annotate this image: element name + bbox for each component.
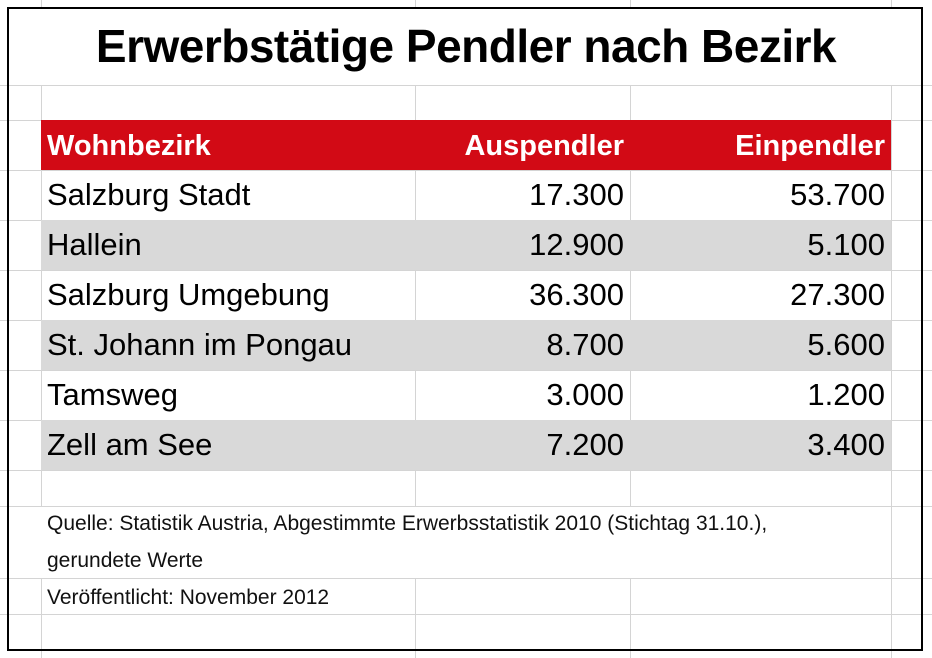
gridline-col [891,0,892,658]
auspendler-cell: 8.700 [546,327,624,362]
gridline-row [0,170,932,171]
source-note: Quelle: Statistik Austria, Abgestimmte E… [47,512,768,535]
table-header: Wohnbezirk Auspendler Einpendler [41,120,891,170]
table-row: Hallein 12.900 5.100 [41,220,891,270]
auspendler-cell: 7.200 [546,427,624,462]
table-row: Salzburg Stadt 17.300 53.700 [41,170,891,220]
gridline-row [0,578,932,579]
einpendler-cell: 5.600 [807,327,885,362]
table-row: Salzburg Umgebung 36.300 27.300 [41,270,891,320]
header-einpendler: Einpendler [735,129,885,162]
einpendler-cell: 27.300 [790,277,885,312]
district-cell: Zell am See [47,427,213,462]
header-auspendler: Auspendler [464,129,624,162]
gridline-row [0,506,932,507]
einpendler-cell: 53.700 [790,177,885,212]
table-row: Tamsweg 3.000 1.200 [41,370,891,420]
district-cell: Salzburg Stadt [47,177,251,212]
district-cell: Hallein [47,227,142,262]
einpendler-cell: 1.200 [807,377,885,412]
gridline-row [0,85,932,86]
gridline-row [0,270,932,271]
gridline-row [0,614,932,615]
source-note-continued: gerundete Werte [47,549,204,572]
auspendler-cell: 36.300 [529,277,624,312]
table-row: Zell am See 7.200 3.400 [41,420,891,470]
district-cell: St. Johann im Pongau [47,327,353,362]
district-cell: Tamsweg [47,377,178,412]
published-note: Veröffentlicht: November 2012 [47,586,330,609]
auspendler-cell: 12.900 [529,227,624,262]
table-row: St. Johann im Pongau 8.700 5.600 [41,320,891,370]
auspendler-cell: 17.300 [529,177,624,212]
outer-border [7,7,923,651]
gridline-row [0,370,932,371]
source-cell-background [41,507,891,578]
einpendler-cell: 5.100 [807,227,885,262]
page-title: Erwerbstätige Pendler nach Bezirk [41,7,891,85]
header-wohnbezirk: Wohnbezirk [47,129,211,162]
district-cell: Salzburg Umgebung [47,277,330,312]
einpendler-cell: 3.400 [807,427,885,462]
auspendler-cell: 3.000 [546,377,624,412]
gridline-row [0,470,932,471]
